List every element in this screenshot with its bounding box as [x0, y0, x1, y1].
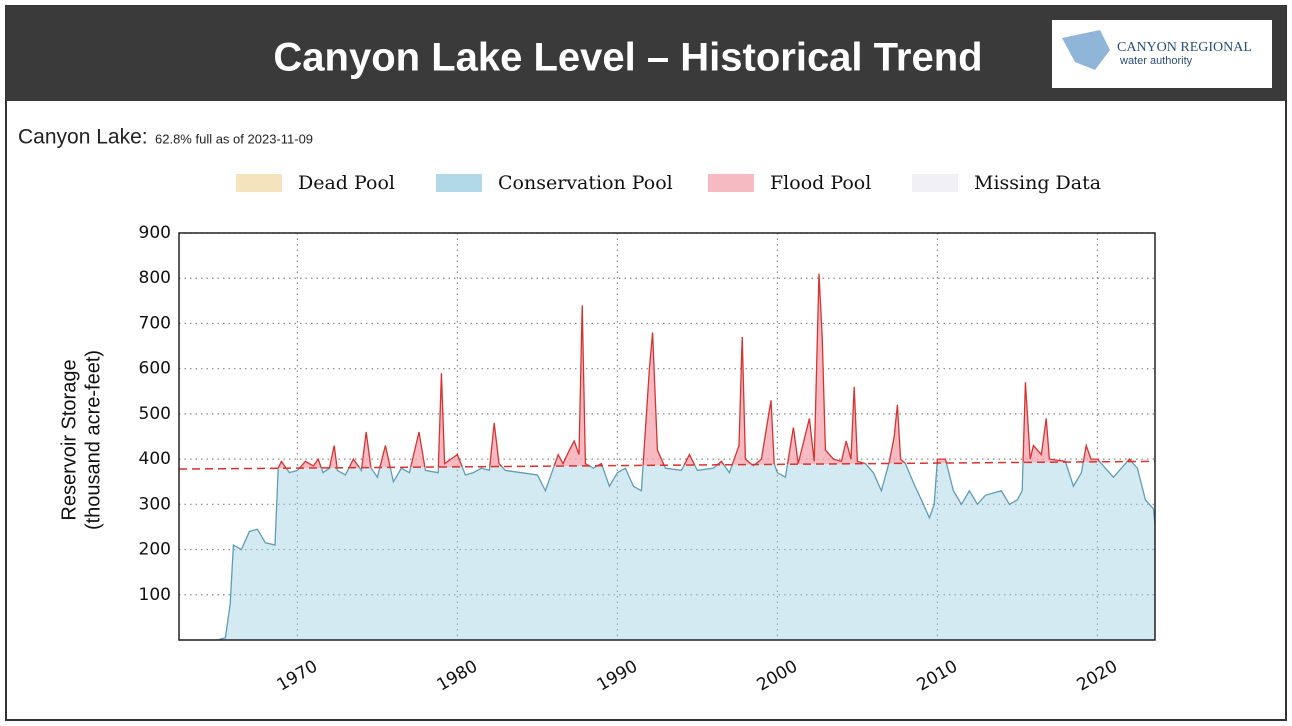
y-tick-label: 900 [139, 223, 171, 243]
y-tick-label: 600 [139, 359, 171, 379]
legend-swatch [436, 174, 482, 192]
x-tick-label: 2020 [1074, 657, 1121, 696]
legend-label: Conservation Pool [498, 172, 673, 194]
legend-swatch [912, 174, 958, 192]
y-axis-label: (thousand acre-feet) [82, 350, 104, 530]
legend-label: Dead Pool [298, 172, 395, 194]
y-tick-label: 400 [139, 449, 171, 469]
conservation-level [178, 460, 1156, 470]
y-tick-label: 800 [139, 268, 171, 288]
legend-label: Missing Data [974, 172, 1101, 194]
legend-swatch [708, 174, 754, 192]
legend-swatch [236, 174, 282, 192]
logo-text: water authority [1119, 55, 1193, 67]
y-tick-label: 200 [139, 540, 171, 560]
y-tick-label: 100 [139, 585, 171, 605]
x-tick-label: 1980 [434, 657, 481, 696]
legend-label: Flood Pool [770, 172, 871, 194]
subtitle-label: Canyon Lake: [18, 126, 148, 149]
conservation-area [179, 461, 1155, 640]
plot-frame [178, 232, 1156, 641]
title: Canyon Lake Level – Historical Trend [273, 36, 982, 80]
x-tick-label: 2010 [914, 657, 961, 696]
logo-icon [1062, 30, 1110, 70]
subtitle: 62.8% full as of 2023-11-09 [155, 131, 313, 146]
x-tick-label: 2000 [754, 657, 801, 696]
y-tick-label: 500 [139, 404, 171, 424]
y-tick-label: 700 [139, 313, 171, 333]
logo-text: CANYON REGIONAL [1117, 40, 1252, 55]
y-axis-label: Reservoir Storage [58, 359, 80, 520]
y-tick-label: 300 [139, 494, 171, 514]
x-tick-label: 1970 [274, 657, 321, 696]
x-tick-label: 1990 [594, 657, 641, 696]
